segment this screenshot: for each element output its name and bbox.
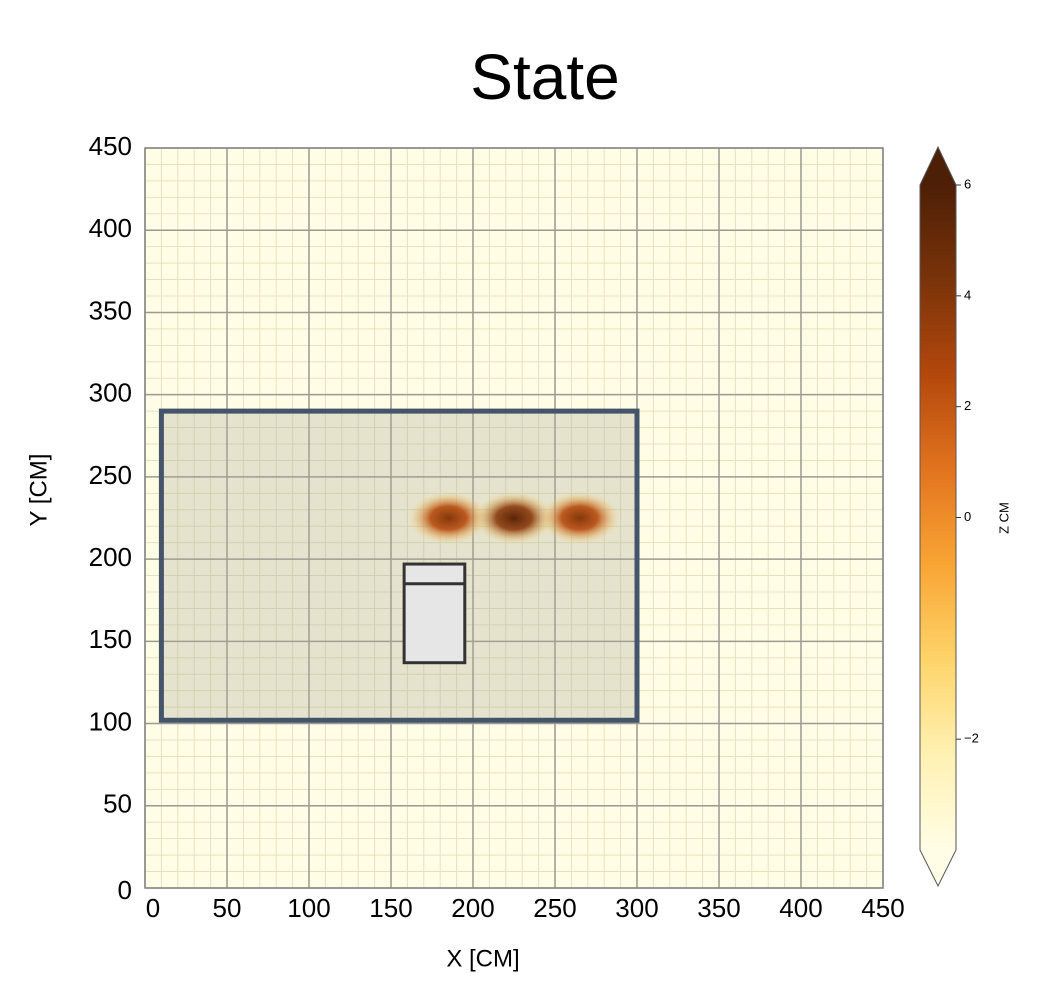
x-tick-label: 350 xyxy=(697,893,740,923)
colorbar-label: Z CM xyxy=(996,502,1011,534)
y-tick-label: 200 xyxy=(89,542,132,572)
x-tick-label: 100 xyxy=(287,893,330,923)
colorbar-frame xyxy=(919,145,957,888)
colorbar-tick-label: 2 xyxy=(964,398,971,413)
y-tick-label: 350 xyxy=(89,295,132,325)
colorbar-tick-label: 0 xyxy=(964,509,971,524)
x-tick-label: 50 xyxy=(213,893,242,923)
colorbar-tick-label: −2 xyxy=(964,731,979,746)
y-tick-label: 300 xyxy=(89,378,132,408)
heat-peak xyxy=(539,492,620,544)
colorbar-extend xyxy=(920,850,956,886)
x-axis-label: X [CM] xyxy=(446,945,519,972)
y-tick-label: 450 xyxy=(89,131,132,161)
y-tick-label: 250 xyxy=(89,460,132,490)
heat-peak xyxy=(474,492,554,544)
x-tick-label: 400 xyxy=(779,893,822,923)
chart-title: State xyxy=(470,41,619,113)
x-tick-label: 200 xyxy=(451,893,494,923)
x-tick-label: 0 xyxy=(146,893,160,923)
y-tick-label: 0 xyxy=(118,875,132,905)
y-tick-label: 150 xyxy=(89,624,132,654)
y-tick-label: 100 xyxy=(89,706,132,736)
colorbar-tick-label: 4 xyxy=(964,287,971,302)
y-tick-label: 400 xyxy=(89,213,132,243)
y-tick-label: 50 xyxy=(103,789,132,819)
colorbar-tick-label: 6 xyxy=(964,176,971,191)
x-tick-label: 250 xyxy=(533,893,576,923)
x-tick-label: 450 xyxy=(861,893,904,923)
y-axis-label: Y [CM] xyxy=(25,454,52,527)
colorbar xyxy=(920,185,956,850)
room xyxy=(158,408,640,723)
heat-peak xyxy=(408,492,489,544)
colorbar-extend xyxy=(920,147,956,185)
plot-frame xyxy=(144,147,884,889)
bed xyxy=(402,562,467,665)
x-tick-label: 150 xyxy=(369,893,412,923)
x-tick-label: 300 xyxy=(615,893,658,923)
